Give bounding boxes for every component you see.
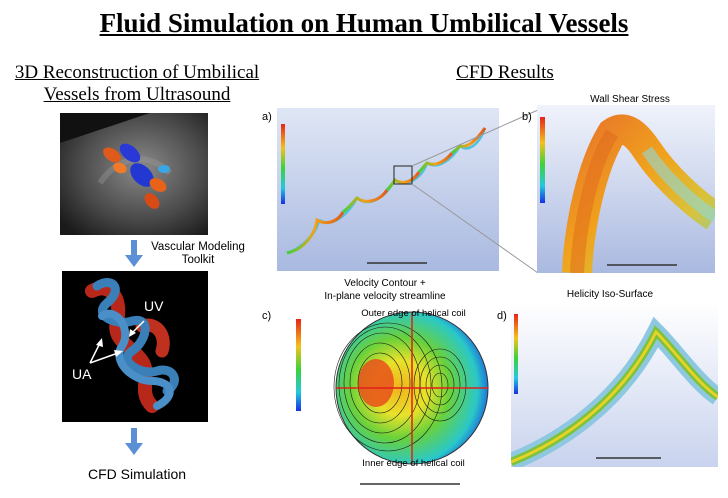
reconstruction-heading: 3D Reconstruction of Umbilical Vessels f… [0,62,274,106]
panel-b-title: Wall Shear Stress [590,94,670,105]
ultrasound-image [60,113,208,235]
panel-d-label: d) [497,310,507,322]
cfd-results-heading: CFD Results [456,62,554,83]
down-arrow-icon [125,428,143,455]
reconstruction-heading-line2: Vessels from Ultrasound [43,84,231,105]
panel-c-velocity-contour [290,303,500,493]
reconstruction-heading-line1: 3D Reconstruction of Umbilical [14,62,260,83]
panel-c-label: c) [262,310,272,322]
panel-c-title-line1: Velocity Contour + [344,278,426,289]
vessel-pointer-arrows [89,320,145,364]
vmtk-label-line1: Vascular Modeling [151,241,245,253]
panel-c-title-line2: In-plane velocity streamline [324,291,446,302]
inner-edge-label: Inner edge of helical coil [362,458,465,469]
vmtk-label: Vascular Modeling Toolkit [140,241,256,267]
outer-edge-label: Outer edge of helical coil [361,308,466,319]
panel-a-wss-overview [277,108,499,271]
ua-label: UA [72,366,92,382]
vmtk-label-line2: Toolkit [181,254,215,266]
uv-label: UV [144,298,164,314]
page-title: Fluid Simulation on Human Umbilical Vess… [99,8,629,38]
panel-d-title: Helicity Iso-Surface [566,289,654,300]
panel-b-label: b) [522,111,532,123]
vessel-reconstruction-image [62,271,208,422]
down-arrow-icon [125,240,143,267]
panel-b-wss-detail [537,105,724,274]
panel-c-title: Velocity Contour + In-plane velocity str… [300,277,470,303]
panel-d-helicity-isosurface [507,302,724,471]
cfd-simulation-label: CFD Simulation [87,466,187,482]
panel-a-label: a) [262,111,272,123]
zoom-connector-lines [411,109,539,274]
